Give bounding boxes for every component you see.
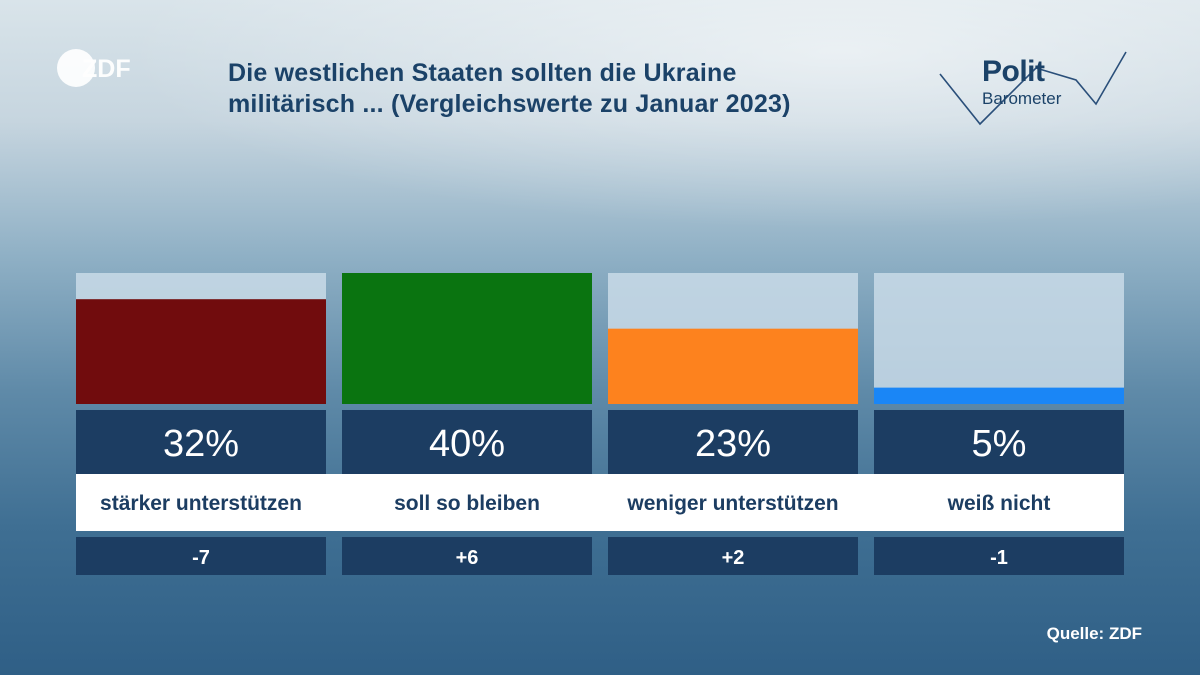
value-label-2: 40% — [429, 423, 505, 465]
value-box-1 — [76, 410, 326, 474]
change-box-1 — [76, 537, 326, 575]
title-line-1: Die westlichen Staaten sollten die Ukrai… — [228, 59, 737, 87]
change-label-1: -7 — [192, 547, 210, 569]
change-label-4: -1 — [990, 547, 1008, 569]
bar-1 — [76, 299, 326, 404]
category-label-1: stärker unterstützen — [100, 492, 302, 515]
logo-text-barometer: Barometer — [982, 89, 1062, 108]
bar-track-4 — [874, 273, 1124, 404]
bar-3 — [608, 328, 858, 404]
chart-title: Die westlichen Staaten sollten die Ukrai… — [228, 58, 908, 120]
title-line-2: militärisch ... (Vergleichswerte zu Janu… — [228, 90, 791, 118]
svg-text:ZDF: ZDF — [82, 55, 131, 83]
value-box-4 — [874, 410, 1124, 474]
category-label-strip — [76, 474, 1124, 531]
change-label-2: +6 — [456, 547, 479, 569]
change-box-2 — [342, 537, 592, 575]
value-box-3 — [608, 410, 858, 474]
politbarometer-logo — [939, 51, 1127, 126]
category-label-2: soll so bleiben — [394, 492, 540, 515]
category-label-3: weniger unterstützen — [626, 492, 838, 515]
change-box-3 — [608, 537, 858, 575]
background-glow — [0, 0, 1200, 260]
change-label-3: +2 — [722, 547, 745, 569]
bar-4 — [874, 387, 1124, 404]
change-box-4 — [874, 537, 1124, 575]
value-label-3: 23% — [695, 423, 771, 465]
logo-text-polit: Polit — [982, 55, 1045, 88]
bar-2 — [342, 273, 592, 404]
zdf-logo: ZDF — [57, 49, 131, 87]
value-label-1: 32% — [163, 423, 239, 465]
source-label: Quelle: ZDF — [1046, 624, 1142, 643]
value-label-4: 5% — [972, 423, 1027, 465]
value-box-2 — [342, 410, 592, 474]
category-label-4: weiß nicht — [947, 492, 1051, 515]
